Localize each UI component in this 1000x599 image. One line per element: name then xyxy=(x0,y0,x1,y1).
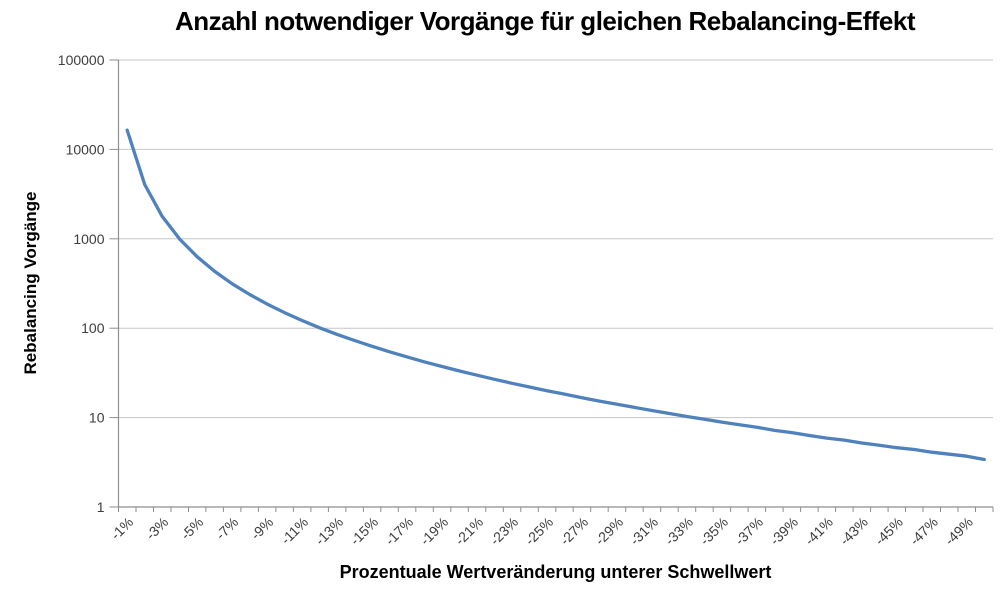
x-tick-label: -31% xyxy=(627,514,661,548)
x-tick-label: -47% xyxy=(906,514,940,548)
x-tick-label: -13% xyxy=(312,514,346,548)
x-tick-label: -11% xyxy=(278,514,312,548)
y-tick-label: 100 xyxy=(81,320,105,336)
x-tick-label: -43% xyxy=(836,514,870,548)
x-axis-title: Prozentuale Wertveränderung unterer Schw… xyxy=(339,562,772,582)
x-tick-label: -1% xyxy=(107,514,136,543)
chart-title: Anzahl notwendiger Vorgänge für gleichen… xyxy=(175,6,916,36)
x-tick-label: -7% xyxy=(212,514,241,543)
y-tick-label: 1000 xyxy=(73,231,104,247)
y-tick-label: 10 xyxy=(89,410,105,426)
x-tick-label: -27% xyxy=(557,514,591,548)
x-tick-label: -49% xyxy=(941,514,975,548)
x-tick-label: -3% xyxy=(142,514,171,543)
y-tick-label: 1 xyxy=(97,499,105,515)
data-series-line xyxy=(125,128,986,462)
y-tick-label: 100000 xyxy=(58,52,105,68)
x-tick-label: -37% xyxy=(732,514,766,548)
x-tick-label: -29% xyxy=(592,514,626,548)
x-tick-label: -21% xyxy=(452,514,486,548)
x-tick-label: -5% xyxy=(177,514,206,543)
x-tick-label: -33% xyxy=(662,514,696,548)
x-tick-label: -9% xyxy=(247,514,276,543)
x-tick-label: -19% xyxy=(417,514,451,548)
x-tick-label: -15% xyxy=(347,514,381,548)
y-tick-label: 10000 xyxy=(66,141,105,157)
x-tick-label: -39% xyxy=(767,514,801,548)
x-tick-label: -25% xyxy=(522,514,556,548)
x-tick-label: -23% xyxy=(487,514,521,548)
x-tick-label: -45% xyxy=(871,514,905,548)
x-tick-label: -17% xyxy=(382,514,416,548)
x-tick-label: -35% xyxy=(697,514,731,548)
x-tick-label: -41% xyxy=(801,514,835,548)
